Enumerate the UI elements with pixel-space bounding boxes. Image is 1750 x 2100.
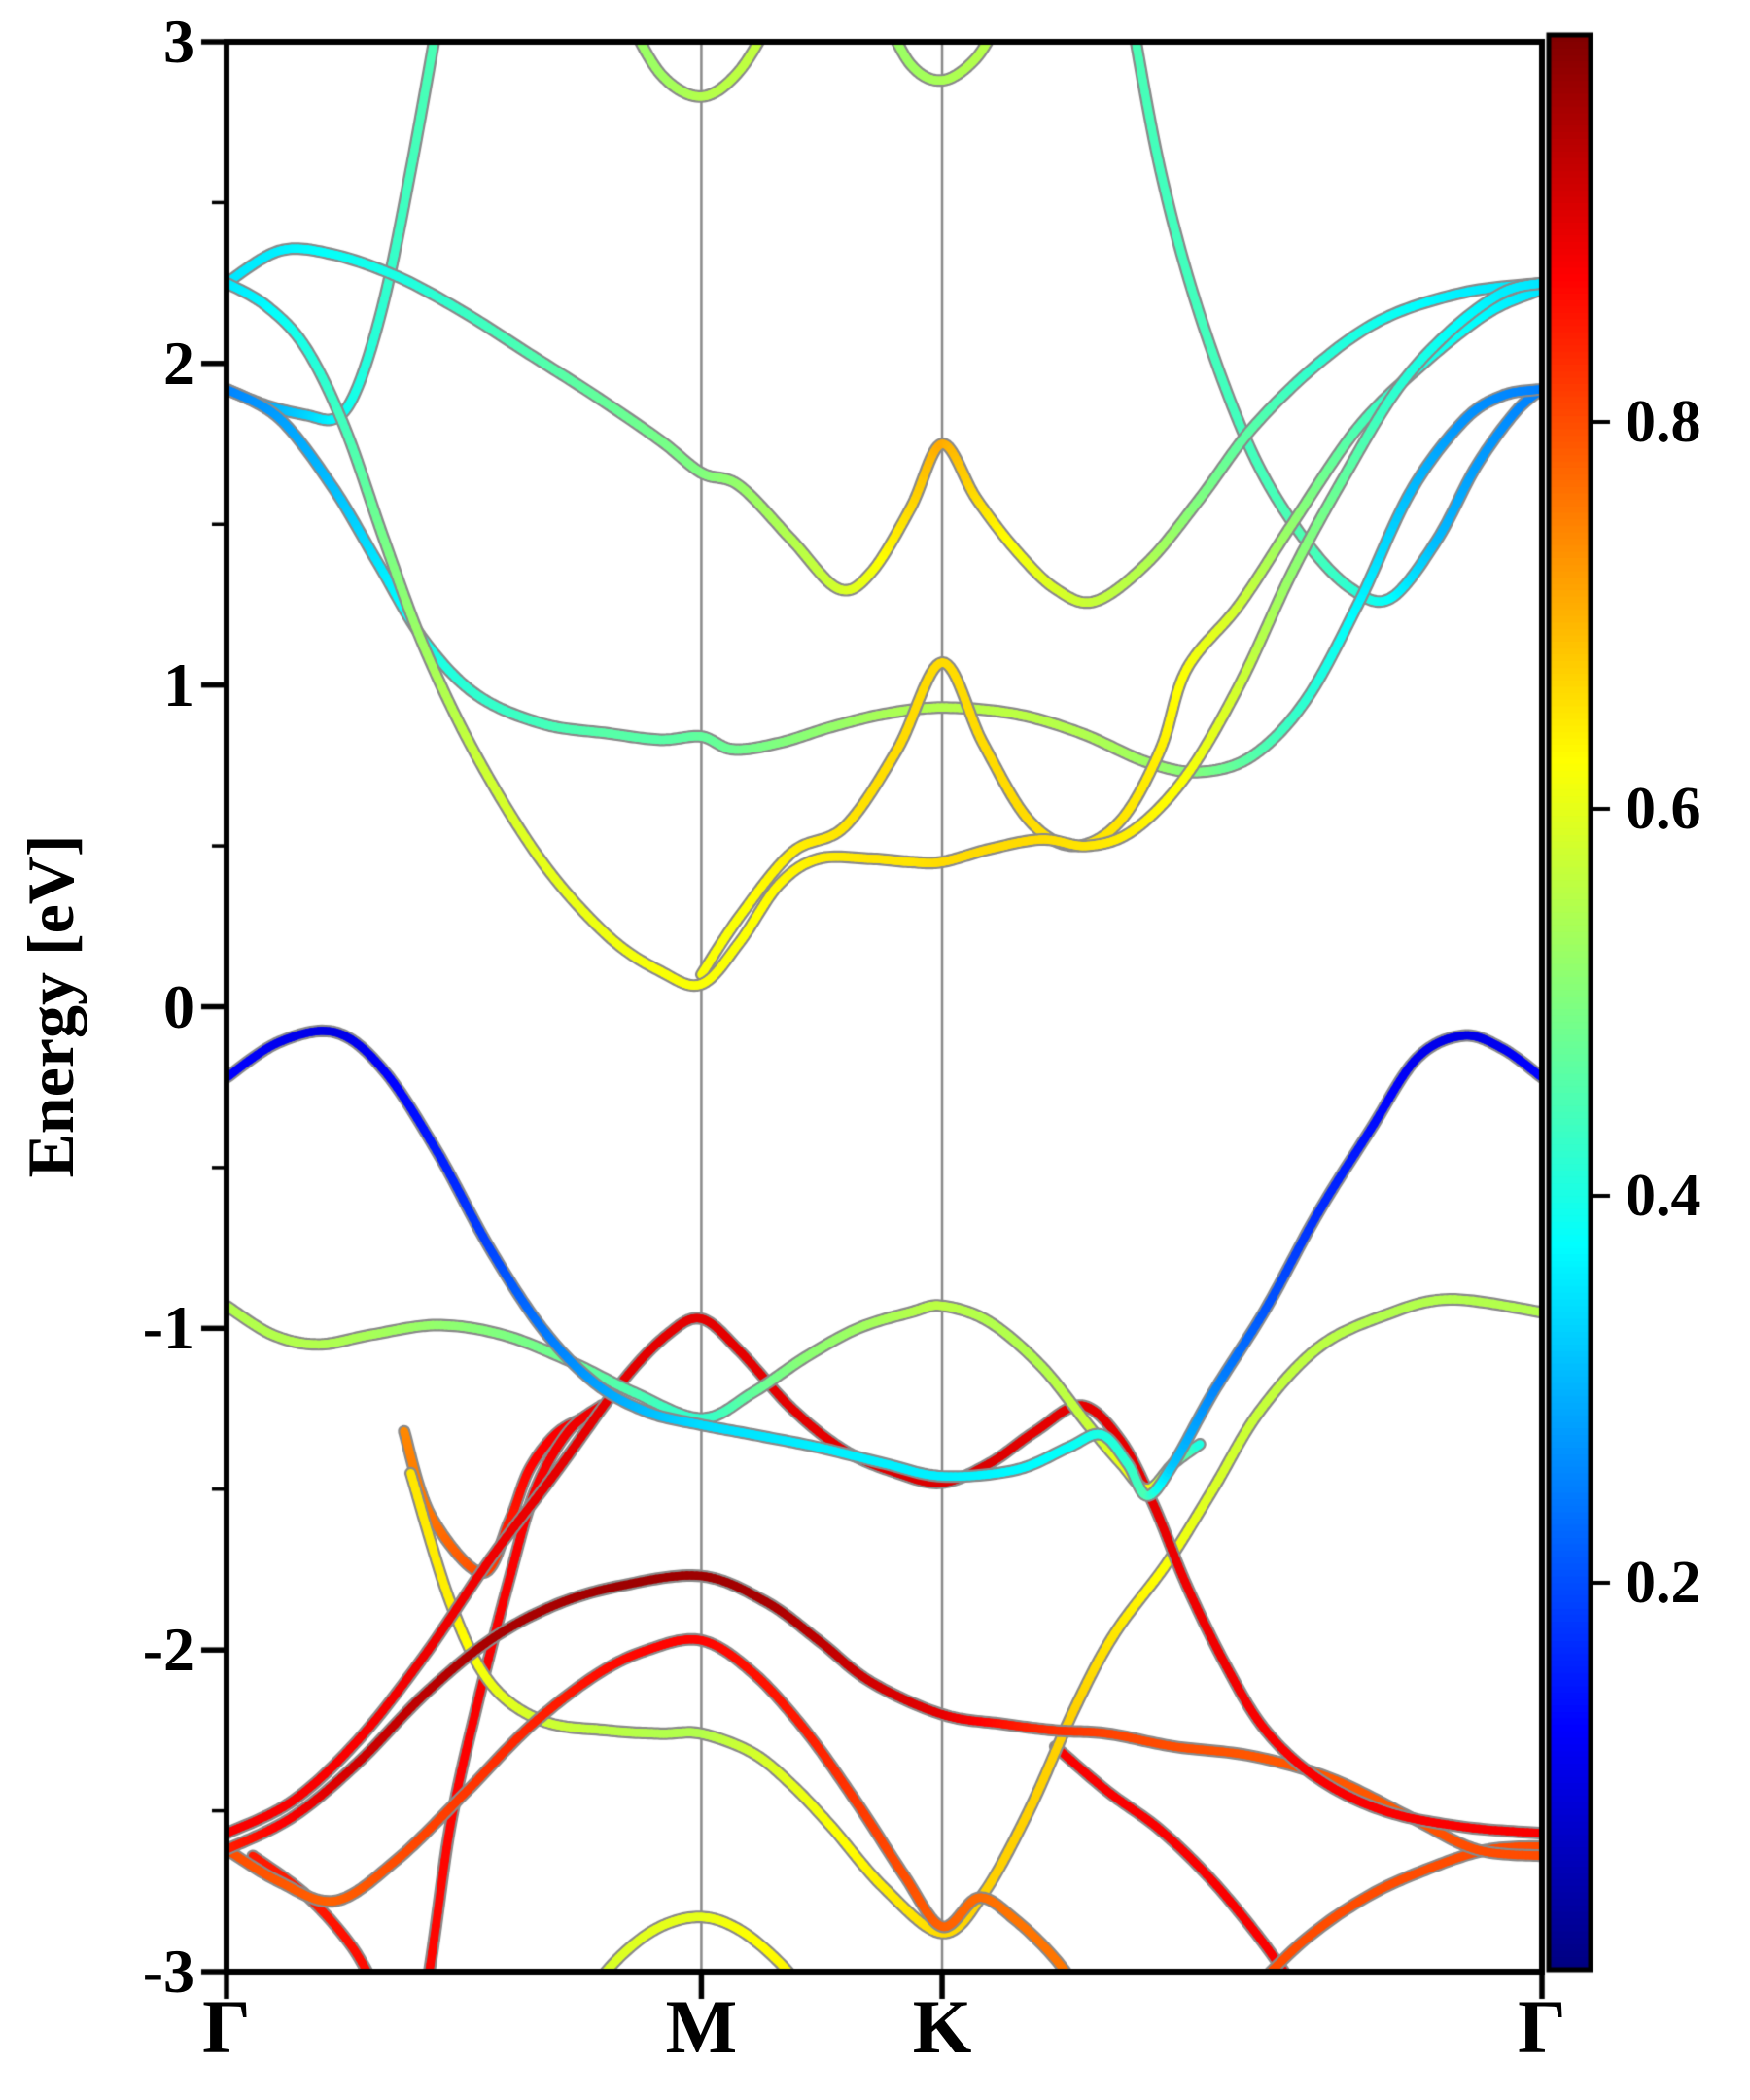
k-point-label-2: K: [912, 1984, 972, 2069]
y-tick-label-0: 0: [163, 971, 194, 1041]
y-tick-label--3: -3: [142, 1937, 194, 2006]
k-point-label-3: Γ: [1518, 1984, 1566, 2069]
colorbar-tick-label-0.2: 0.2: [1626, 1550, 1701, 1616]
y-tick-label--1: -1: [142, 1293, 194, 1363]
y-tick-label--2: -2: [142, 1615, 194, 1685]
colorbar-tick-label-0.6: 0.6: [1626, 776, 1701, 842]
y-tick-label-2: 2: [163, 328, 194, 398]
colorbar-tick-label-0.8: 0.8: [1626, 389, 1701, 455]
k-point-label-0: Γ: [202, 1984, 251, 2069]
y-tick-label-1: 1: [163, 649, 194, 719]
y-tick-label-3: 3: [163, 7, 194, 76]
colorbar-tick-label-0.4: 0.4: [1626, 1163, 1701, 1229]
k-point-label-1: M: [665, 1984, 738, 2069]
